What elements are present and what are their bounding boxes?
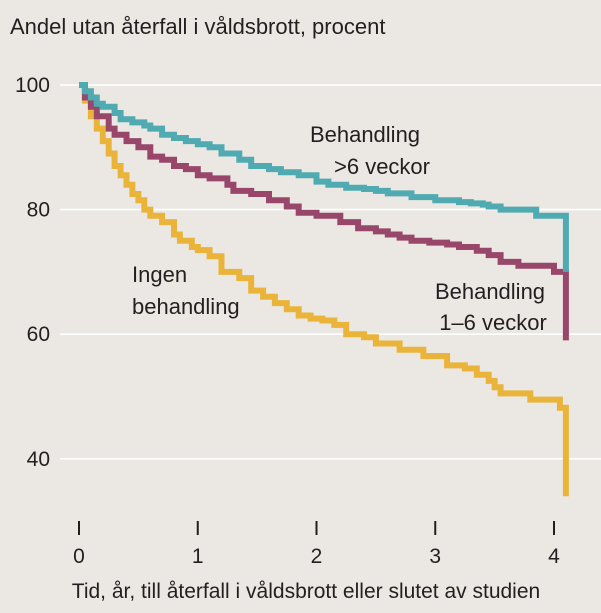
series-lines [79, 82, 569, 497]
x-tick-label-0: 0 [73, 545, 85, 568]
series-line-behandling-6-veckor [79, 82, 569, 272]
series-label-behandling-6-veckor: Behandling >6 veckor [310, 122, 430, 179]
y-tick-label-60: 60 [27, 323, 50, 346]
x-axis-label: Tid, år, till återfall i våldsbrott elle… [72, 580, 540, 603]
series-label-ingen-behandling: Ingen behandling [132, 262, 240, 319]
y-tick-labels: 40 60 80 100 [15, 74, 50, 471]
chart-title: Andel utan återfall i våldsbrott, procen… [10, 14, 385, 39]
series-label-line-2: behandling [132, 294, 240, 319]
x-tick-label-3: 3 [429, 545, 441, 568]
x-tick-label-1: 1 [192, 545, 204, 568]
series-label-line-1: Ingen [132, 262, 187, 287]
series-label-line-1: Behandling [435, 279, 545, 304]
y-tick-label-100: 100 [15, 74, 50, 97]
series-label-line-2: >6 veckor [334, 154, 430, 179]
y-tick-label-80: 80 [27, 199, 50, 222]
series-label-line-1: Behandling [310, 122, 420, 147]
x-tick-label-2: 2 [311, 545, 323, 568]
series-label-behandling-1-6-veckor: Behandling 1–6 veckor [435, 279, 547, 335]
series-line-behandling-1-6-veckor [79, 82, 569, 341]
series-label-line-2: 1–6 veckor [439, 310, 547, 335]
y-tick-label-40: 40 [27, 448, 50, 471]
series-line-ingen-behandling [79, 82, 569, 497]
x-axis: 0 1 2 3 4 [73, 521, 560, 568]
x-tick-label-4: 4 [548, 545, 560, 568]
